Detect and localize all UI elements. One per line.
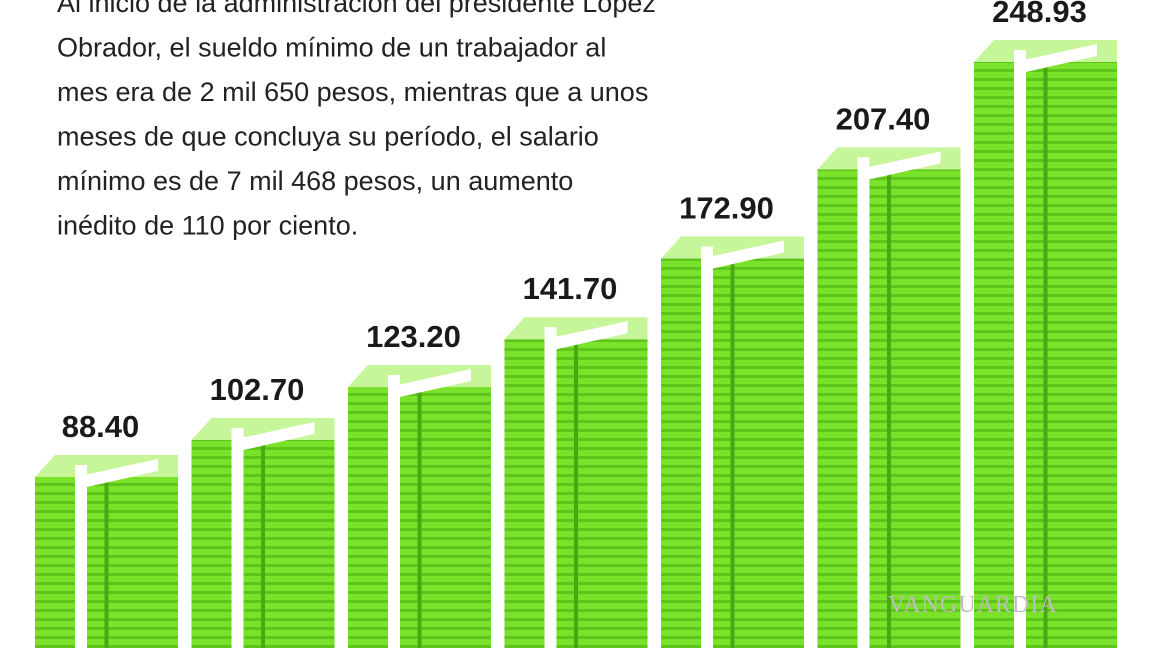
stack-band (75, 465, 87, 648)
stack-band-top (388, 369, 471, 398)
money-stack (661, 236, 804, 648)
stack-band (544, 327, 557, 648)
stack-band-top (75, 459, 158, 487)
stack-band (1014, 50, 1026, 648)
value-label: 123.20 (366, 319, 461, 354)
paragraph-line: mínimo es de 7 mil 468 pesos, un aumento (57, 166, 573, 196)
stack-divider (417, 387, 422, 648)
paragraph-line: meses de que concluya su período, el sal… (57, 122, 599, 152)
stack-divider (730, 258, 735, 648)
stack-band (701, 246, 713, 648)
money-stack (504, 317, 648, 648)
paragraph-line: Al inicio de la administración del presi… (57, 0, 656, 18)
paragraph-line: inédito de 110 por ciento. (57, 211, 358, 241)
stack-band-top (231, 422, 315, 451)
stack-band-top (1014, 44, 1097, 72)
money-stack (191, 418, 335, 648)
watermark: VANGUARDIA (888, 592, 1058, 618)
money-stack (35, 455, 178, 648)
value-label: 248.93 (992, 0, 1087, 29)
value-label: 172.90 (679, 191, 774, 226)
stack-band-top (857, 151, 941, 180)
stack-band (231, 428, 244, 648)
value-label: 102.70 (210, 372, 305, 407)
stack-band-top (701, 240, 784, 269)
stack-band-top (544, 321, 628, 350)
stack-band (857, 157, 870, 648)
value-label: 88.40 (62, 409, 140, 444)
stack-divider (574, 339, 578, 648)
stack-divider (261, 440, 265, 648)
value-label: 207.40 (836, 101, 931, 136)
stack-divider (887, 169, 891, 648)
money-stack (348, 365, 491, 648)
money-stack (974, 40, 1117, 648)
value-label: 141.70 (523, 271, 618, 306)
paragraph-line: Obrador, el sueldo mínimo de un trabajad… (57, 33, 606, 63)
paragraph-line: mes era de 2 mil 650 pesos, mientras que… (57, 77, 648, 107)
stack-band (388, 375, 400, 648)
stack-divider (1043, 62, 1048, 648)
stack-divider (104, 477, 109, 648)
money-stack (817, 147, 961, 648)
